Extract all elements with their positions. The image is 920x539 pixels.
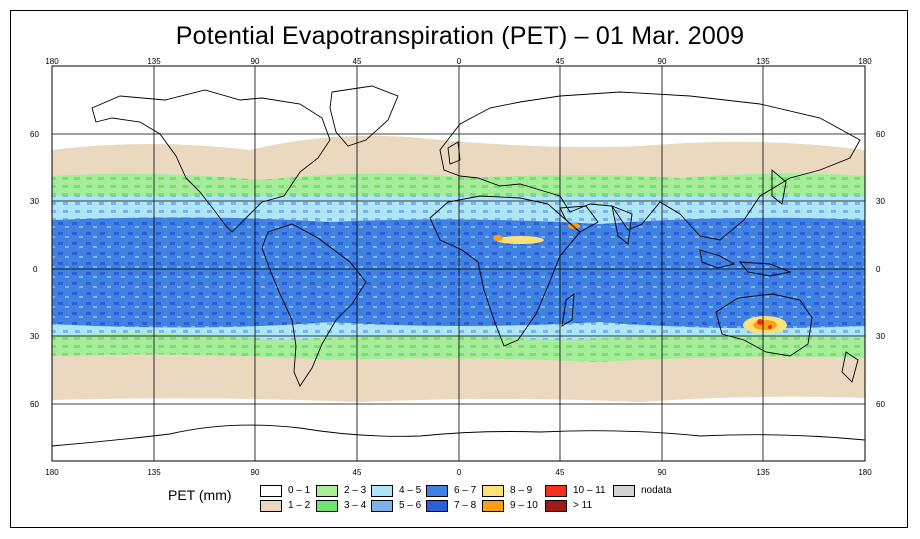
lon-tick: 90 xyxy=(251,468,260,477)
lat-tick: 60 xyxy=(876,130,885,139)
lon-tick: 45 xyxy=(556,468,565,477)
legend-swatch-8-9 xyxy=(482,485,504,497)
legend-label: 0 – 1 xyxy=(288,485,311,496)
lon-tick: 45 xyxy=(353,468,362,477)
lon-tick: 0 xyxy=(457,57,462,66)
legend-title: PET (mm) xyxy=(168,487,232,503)
legend-swatch-4-5 xyxy=(371,485,393,497)
legend-label: nodata xyxy=(641,485,672,496)
lon-ticks-bottom: 180 135 90 45 0 45 90 135 180 xyxy=(45,468,872,477)
lon-tick: 180 xyxy=(858,468,872,477)
legend-swatch-9-10 xyxy=(482,500,504,512)
lon-tick: 135 xyxy=(147,57,161,66)
graticule xyxy=(52,66,865,461)
map-title: Potential Evapotranspiration (PET) – 01 … xyxy=(175,22,745,50)
lat-tick: 60 xyxy=(30,400,39,409)
legend-label: 2 – 3 xyxy=(344,485,367,496)
lon-ticks-top: 180 135 90 45 0 45 90 135 180 xyxy=(45,57,872,66)
lat-tick: 30 xyxy=(30,332,39,341)
legend-swatch-5-6 xyxy=(371,500,393,512)
lon-tick: 0 xyxy=(457,468,462,477)
legend-label: 8 – 9 xyxy=(510,485,533,496)
lat-tick: 30 xyxy=(876,332,885,341)
legend-label: 10 – 11 xyxy=(573,485,606,496)
lat-tick: 30 xyxy=(30,197,39,206)
lon-tick: 90 xyxy=(658,57,667,66)
legend-label: 6 – 7 xyxy=(454,485,477,496)
lat-ticks-left: 60 30 0 30 60 xyxy=(30,130,39,409)
lat-tick: 60 xyxy=(876,400,885,409)
lon-tick: 180 xyxy=(858,57,872,66)
map-border xyxy=(51,65,866,462)
lon-tick: 180 xyxy=(45,57,59,66)
lat-tick: 60 xyxy=(30,130,39,139)
legend-swatch-2-3 xyxy=(316,485,338,497)
legend-swatch-nodata xyxy=(613,485,635,497)
lat-tick: 0 xyxy=(33,265,38,274)
legend-label: > 11 xyxy=(573,500,592,511)
legend-label: 1 – 2 xyxy=(288,500,311,511)
legend-swatch-3-4 xyxy=(316,500,338,512)
lon-tick: 135 xyxy=(756,468,770,477)
lat-tick: 30 xyxy=(876,197,885,206)
legend-swatch-7-8 xyxy=(426,500,448,512)
lat-ticks-right: 60 30 0 30 60 xyxy=(876,130,885,409)
legend-swatch-6-7 xyxy=(426,485,448,497)
legend-label: 4 – 5 xyxy=(399,485,422,496)
lon-tick: 90 xyxy=(658,468,667,477)
lon-tick: 90 xyxy=(251,57,260,66)
lon-tick: 45 xyxy=(556,57,565,66)
legend-label: 5 – 6 xyxy=(399,500,422,511)
lon-tick: 135 xyxy=(756,57,770,66)
lon-tick: 45 xyxy=(353,57,362,66)
legend-swatch-1-2 xyxy=(260,500,282,512)
lon-tick: 180 xyxy=(45,468,59,477)
lon-tick: 135 xyxy=(147,468,161,477)
coastlines xyxy=(51,85,866,447)
legend-label: 9 – 10 xyxy=(510,500,538,511)
legend-swatch-0-1 xyxy=(260,485,282,497)
legend-label: 7 – 8 xyxy=(454,500,477,511)
legend-swatch-10-11 xyxy=(545,485,567,497)
lat-tick: 0 xyxy=(876,265,881,274)
legend-label: 3 – 4 xyxy=(344,500,367,511)
legend-swatch-over-11 xyxy=(545,500,567,512)
